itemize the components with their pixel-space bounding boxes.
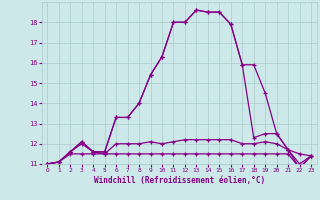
X-axis label: Windchill (Refroidissement éolien,°C): Windchill (Refroidissement éolien,°C) [94,176,265,185]
